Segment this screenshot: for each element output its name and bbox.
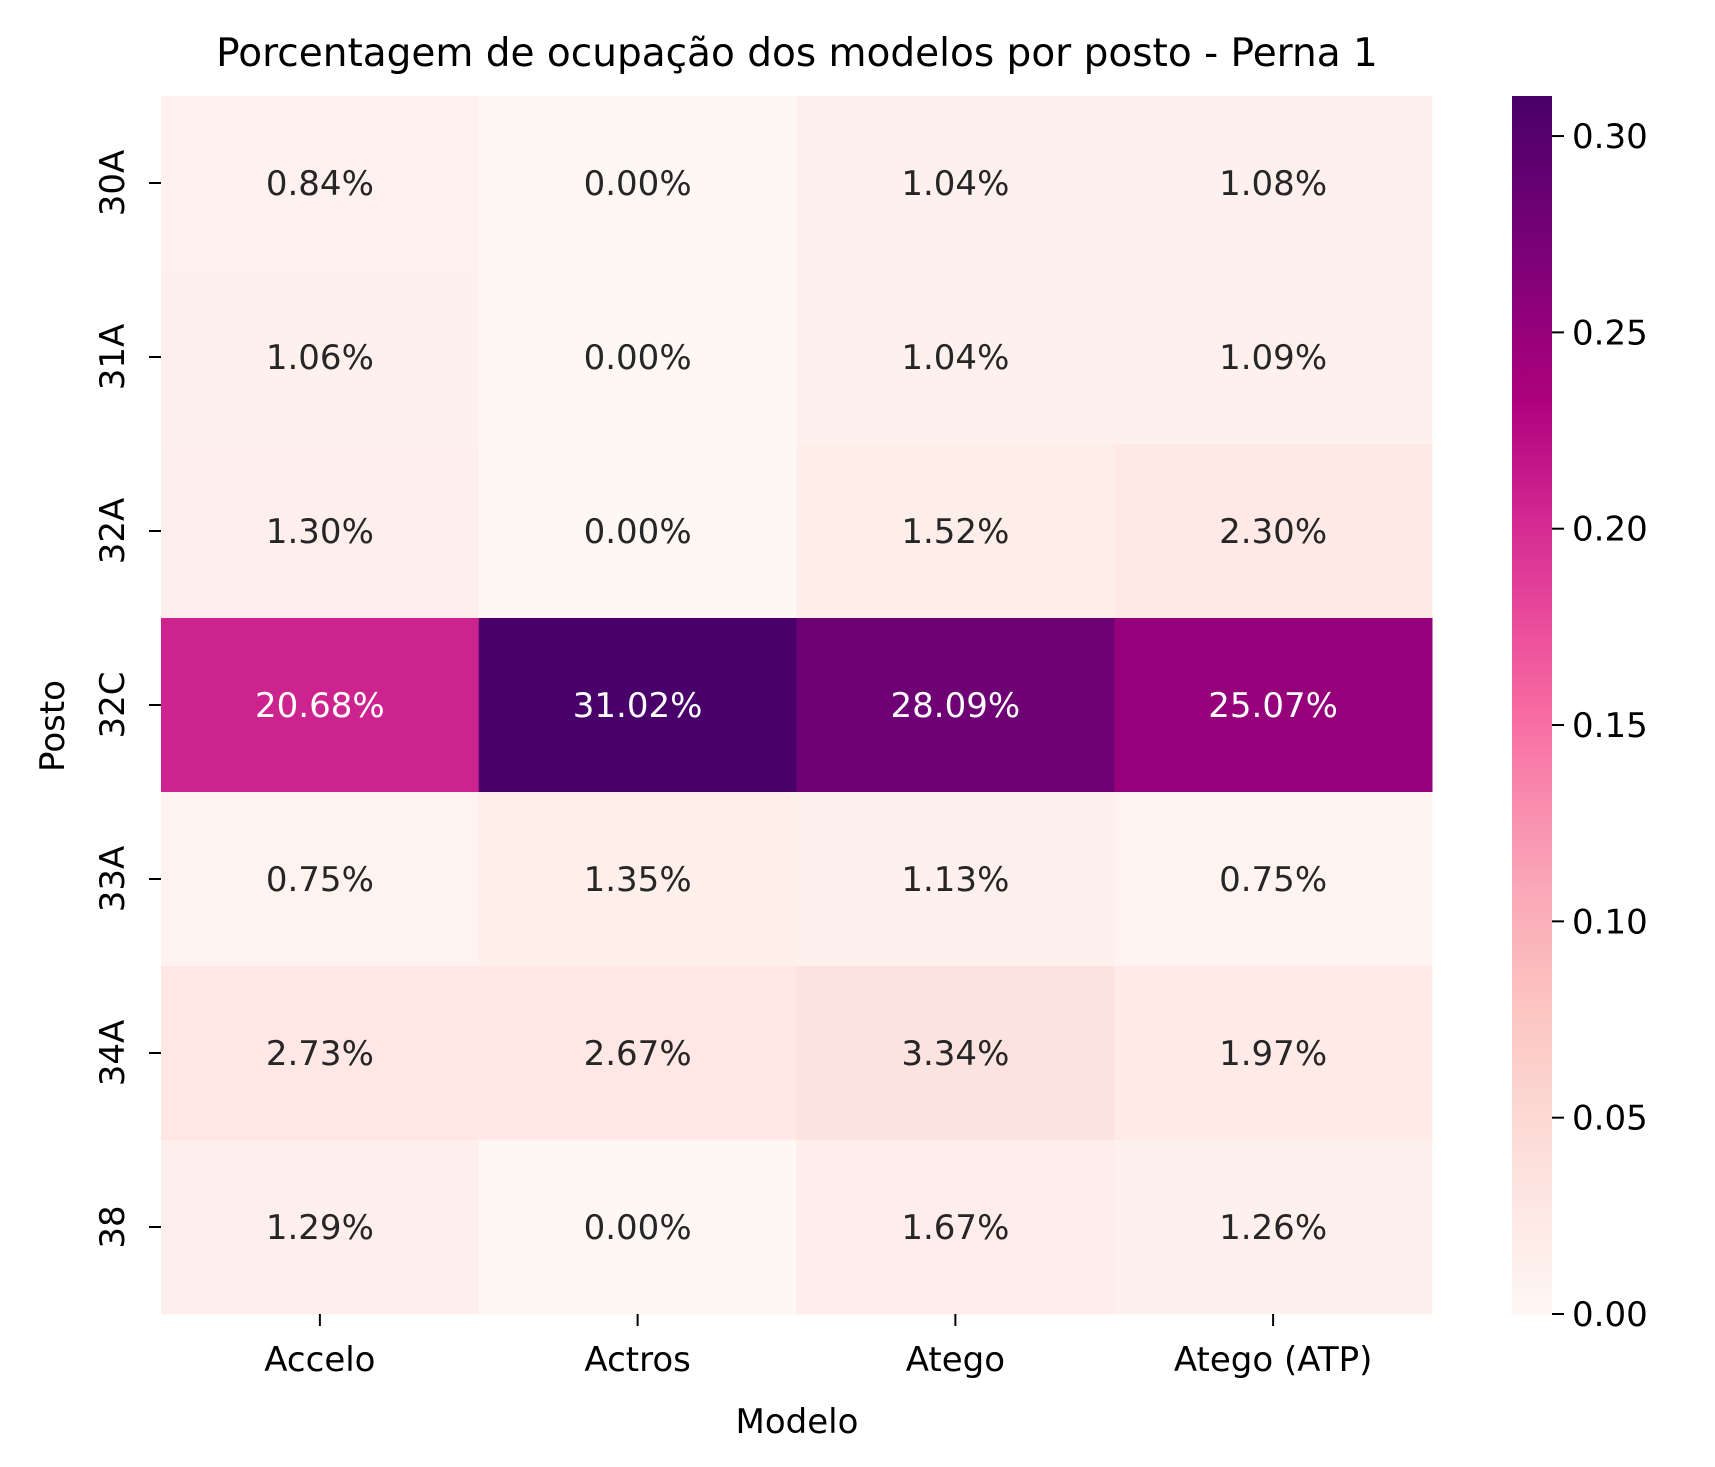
y-tick-label: 31A — [93, 324, 133, 391]
heatmap-cell — [1114, 96, 1433, 271]
heatmap-cell — [796, 618, 1115, 793]
cell-value-label: 1.97% — [1219, 1034, 1327, 1074]
cell-value-label: 0.00% — [584, 1208, 692, 1248]
cell-value-label: 3.34% — [901, 1034, 1009, 1074]
heatmap-cell — [161, 966, 480, 1141]
heatmap-cell — [478, 618, 797, 793]
heatmap-cell — [478, 1140, 797, 1315]
colorbar-tick-label: 0.30 — [1572, 117, 1648, 157]
heatmap-cell — [161, 618, 480, 793]
heatmap-cell — [1114, 966, 1433, 1141]
cell-value-label: 2.73% — [266, 1034, 374, 1074]
cell-value-label: 1.09% — [1219, 338, 1327, 378]
cell-value-label: 1.29% — [266, 1208, 374, 1248]
heatmap-cell — [478, 444, 797, 619]
heatmap-cell — [796, 792, 1115, 967]
heatmap-cell — [478, 966, 797, 1141]
y-tick-label: 32A — [93, 498, 133, 565]
x-tick-label: Accelo — [264, 1340, 375, 1380]
heatmap-cell — [1114, 792, 1433, 967]
heatmap-cell — [796, 1140, 1115, 1315]
cell-value-label: 2.67% — [584, 1034, 692, 1074]
heatmap-cell — [161, 270, 480, 445]
cell-value-label: 1.13% — [901, 860, 1009, 900]
cell-value-label: 1.52% — [901, 512, 1009, 552]
cell-value-label: 0.75% — [266, 860, 374, 900]
heatmap-cell — [796, 444, 1115, 619]
x-axis: Accelo Actros Atego Atego (ATP) — [264, 1314, 1372, 1380]
chart-title: Porcentagem de ocupação dos modelos por … — [216, 31, 1378, 76]
cell-value-label: 25.07% — [1208, 686, 1338, 726]
heatmap-cell — [1114, 270, 1433, 445]
cell-value-label: 1.04% — [901, 164, 1009, 204]
heatmap-cell-labels: 0.84% 0.00% 1.04% 1.08% 1.06% 0.00% 1.04% 1.09%… — [255, 164, 1338, 1248]
heatmap-cell — [796, 96, 1115, 271]
x-tick-label: Actros — [584, 1340, 690, 1380]
cell-value-label: 1.30% — [266, 512, 374, 552]
y-tick-label: 32C — [93, 671, 133, 738]
cell-value-label: 2.30% — [1219, 512, 1327, 552]
colorbar-gradient — [1512, 96, 1552, 1314]
heatmap-cells — [161, 96, 1433, 1315]
heatmap-cell — [1114, 444, 1433, 619]
cell-value-label: 0.00% — [584, 164, 692, 204]
heatmap-cell — [161, 1140, 480, 1315]
cell-value-label: 1.35% — [584, 860, 692, 900]
colorbar-ticks: 0.00 0.05 0.10 0.15 0.20 0.25 0.30 — [1552, 117, 1648, 1335]
x-tick-label: Atego — [906, 1340, 1005, 1380]
x-tick-label: Atego (ATP) — [1174, 1340, 1373, 1380]
cell-value-label: 31.02% — [573, 686, 703, 726]
y-tick-label: 33A — [93, 846, 133, 913]
cell-value-label: 20.68% — [255, 686, 385, 726]
colorbar-tick-label: 0.15 — [1572, 706, 1648, 746]
colorbar-tick-label: 0.10 — [1572, 902, 1648, 942]
cell-value-label: 1.04% — [901, 338, 1009, 378]
y-tick-label: 34A — [93, 1020, 133, 1087]
cell-value-label: 1.26% — [1219, 1208, 1327, 1248]
heatmap-cell — [1114, 1140, 1433, 1315]
heatmap-cell — [161, 444, 480, 619]
heatmap-cell — [478, 792, 797, 967]
colorbar-tick-label: 0.20 — [1572, 510, 1648, 550]
heatmap-cell — [161, 96, 480, 271]
heatmap-cell — [1114, 618, 1433, 793]
cell-value-label: 0.84% — [266, 164, 374, 204]
cell-value-label: 1.08% — [1219, 164, 1327, 204]
colorbar: 0.00 0.05 0.10 0.15 0.20 0.25 0.30 — [1512, 96, 1648, 1335]
y-tick-label: 30A — [93, 150, 133, 217]
x-axis-label: Modelo — [736, 1402, 859, 1442]
colorbar-tick-label: 0.05 — [1572, 1099, 1648, 1139]
cell-value-label: 1.06% — [266, 338, 374, 378]
colorbar-tick-label: 0.25 — [1572, 313, 1648, 353]
cell-value-label: 0.00% — [584, 512, 692, 552]
cell-value-label: 0.00% — [584, 338, 692, 378]
cell-value-label: 0.75% — [1219, 860, 1327, 900]
heatmap-cell — [796, 270, 1115, 445]
cell-value-label: 28.09% — [891, 686, 1021, 726]
y-tick-label: 38 — [93, 1205, 133, 1248]
heatmap-cell — [161, 792, 480, 967]
y-axis: 30A 31A 32A 32C 33A 34A 38 — [93, 150, 161, 1249]
heatmap-cell — [796, 966, 1115, 1141]
heatmap-cell — [478, 96, 797, 271]
heatmap-cell — [478, 270, 797, 445]
y-axis-label: Posto — [33, 680, 73, 772]
colorbar-tick-label: 0.00 — [1572, 1295, 1648, 1335]
cell-value-label: 1.67% — [901, 1208, 1009, 1248]
